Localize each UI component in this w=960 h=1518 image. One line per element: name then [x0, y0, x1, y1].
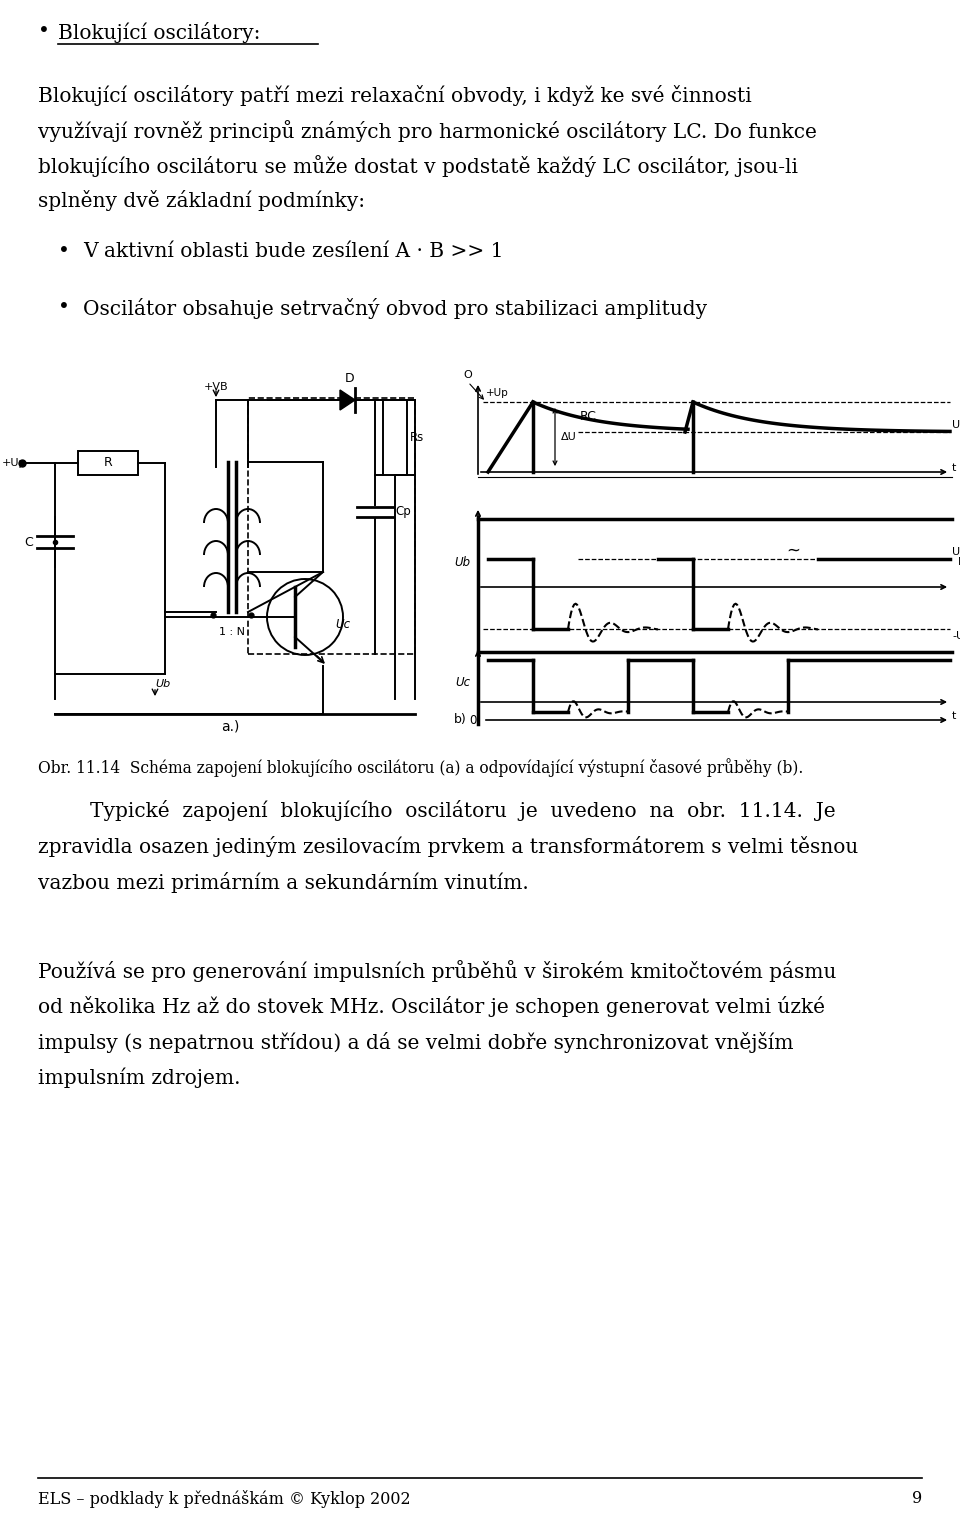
Text: -UB: -UB	[952, 631, 960, 641]
Text: O: O	[464, 370, 472, 380]
Text: V aktivní oblasti bude zesílení A · B >> 1: V aktivní oblasti bude zesílení A · B >>…	[83, 241, 503, 261]
Text: Ub: Ub	[454, 556, 470, 569]
FancyBboxPatch shape	[383, 401, 407, 475]
Text: t: t	[952, 710, 956, 721]
Text: Používá se pro generování impulsních průběhů v širokém kmitočtovém pásmu: Používá se pro generování impulsních prů…	[38, 959, 836, 982]
Text: •: •	[38, 21, 50, 41]
Text: Blokující oscilátory patří mezi relaxační obvody, i když ke své činnosti: Blokující oscilátory patří mezi relaxačn…	[38, 85, 752, 106]
Text: 1 : N: 1 : N	[219, 627, 245, 638]
Text: +Up: +Up	[2, 458, 27, 468]
Text: Rs: Rs	[410, 431, 424, 443]
Text: 0: 0	[469, 713, 477, 727]
Text: zpravidla osazen jediným zesilovacím prvkem a transformátorem s velmi těsnou: zpravidla osazen jediným zesilovacím prv…	[38, 836, 858, 858]
Text: Typické  zapojení  blokujícího  oscilátoru  je  uvedeno  na  obr.  11.14.  Je: Typické zapojení blokujícího oscilátoru …	[90, 800, 835, 821]
Text: Uc: Uc	[335, 618, 350, 630]
Text: •: •	[58, 241, 70, 261]
Text: Oscilátor obsahuje setrvačný obvod pro stabilizaci amplitudy: Oscilátor obsahuje setrvačný obvod pro …	[83, 298, 708, 319]
Text: C: C	[24, 536, 33, 548]
Text: 9: 9	[912, 1491, 922, 1507]
Text: blokujícího oscilátoru se může dostat v podstatě každý LC oscilátor, jsou-li: blokujícího oscilátoru se může dostat v …	[38, 155, 798, 178]
Text: ΔU: ΔU	[561, 433, 577, 442]
Text: Cp: Cp	[395, 505, 411, 519]
Text: b): b)	[454, 713, 467, 727]
FancyBboxPatch shape	[78, 451, 138, 475]
Text: splněny dvě základní podmínky:: splněny dvě základní podmínky:	[38, 190, 365, 211]
Text: +VB: +VB	[204, 383, 228, 392]
Text: R: R	[104, 457, 112, 469]
Text: vazbou mezi primárním a sekundárním vinutím.: vazbou mezi primárním a sekundárním vinu…	[38, 871, 529, 893]
Text: Obr. 11.14  Schéma zapojení blokujícího oscilátoru (a) a odpovídající výstupní č: Obr. 11.14 Schéma zapojení blokujícího o…	[38, 757, 804, 777]
Text: a.): a.)	[221, 720, 239, 735]
Text: UA: UA	[952, 420, 960, 430]
Text: Ub: Ub	[155, 679, 170, 689]
Text: ~: ~	[786, 542, 800, 560]
Polygon shape	[340, 390, 355, 410]
Text: Blokující oscilátory:: Blokující oscilátory:	[58, 21, 260, 43]
Text: D: D	[346, 372, 355, 386]
Text: UB: UB	[952, 546, 960, 557]
Text: ELS – podklady k přednáškám © Kyklop 2002: ELS – podklady k přednáškám © Kyklop 200…	[38, 1491, 411, 1507]
Text: •: •	[58, 298, 70, 317]
Text: +Up: +Up	[486, 389, 509, 398]
Text: RC: RC	[580, 410, 596, 424]
Text: N: N	[958, 557, 960, 568]
Text: impulsy (s nepatrnou střídou) a dá se velmi dobře synchronizovat vnějším: impulsy (s nepatrnou střídou) a dá se ve…	[38, 1032, 794, 1053]
Text: t: t	[952, 463, 956, 474]
Text: Uc: Uc	[455, 676, 470, 689]
Text: impulsním zdrojem.: impulsním zdrojem.	[38, 1069, 241, 1088]
Text: od několika Hz až do stovek MHz. Oscilátor je schopen generovat velmi úzké: od několika Hz až do stovek MHz. Oscilát…	[38, 996, 825, 1017]
Text: využívají rovněž principů známých pro harmonické oscilátory LC. Do funkce: využívají rovněž principů známých pro ha…	[38, 120, 817, 143]
